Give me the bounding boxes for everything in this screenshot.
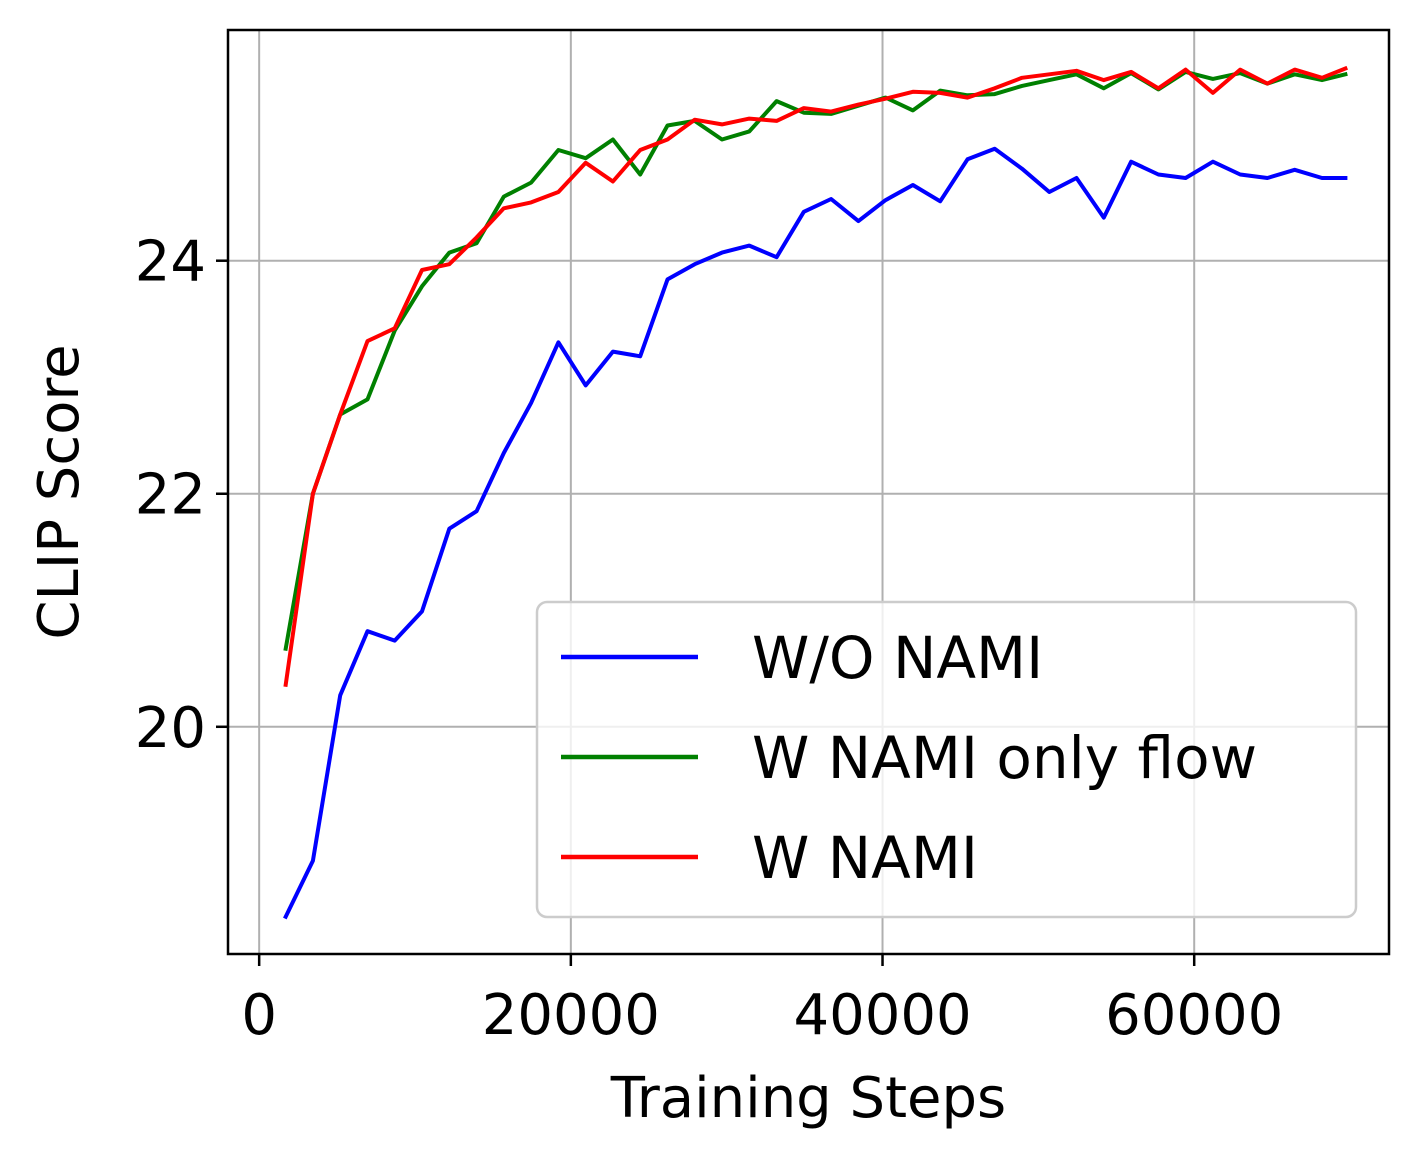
y-axis-label: CLIP Score <box>27 344 92 639</box>
x-axis-label: Training Steps <box>610 1066 1006 1131</box>
x-tick-label: 20000 <box>482 983 660 1048</box>
legend-label: W NAMI only flow <box>752 724 1257 792</box>
legend-label: W/O NAMI <box>752 624 1043 692</box>
x-axis: 0 20000 40000 60000 <box>241 954 1283 1048</box>
series-line <box>283 65 1348 688</box>
plot-frame <box>226 28 1391 956</box>
x-tick-label: 60000 <box>1105 983 1283 1048</box>
x-tick-label: 40000 <box>793 983 971 1048</box>
legend: W/O NAMI W NAMI only flow W NAMI <box>535 600 1358 919</box>
x-tick-label: 0 <box>241 983 277 1048</box>
series-group <box>283 65 1348 920</box>
y-axis: 20 22 24 <box>135 230 228 761</box>
y-tick-label: 24 <box>135 230 206 295</box>
legend-label: W NAMI <box>752 824 978 892</box>
series-line <box>283 146 1348 920</box>
y-tick-label: 22 <box>135 463 206 528</box>
legend-box <box>535 600 1358 919</box>
grid <box>228 30 1389 954</box>
y-tick-label: 20 <box>135 696 206 761</box>
